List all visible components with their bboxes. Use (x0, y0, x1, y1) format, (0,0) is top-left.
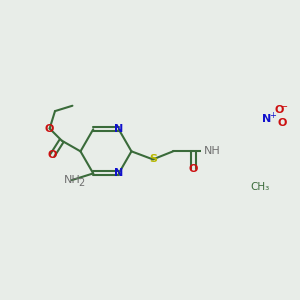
Text: N: N (114, 124, 123, 134)
Text: CH₃: CH₃ (250, 182, 270, 192)
Text: N: N (262, 114, 272, 124)
Text: NH: NH (63, 175, 80, 185)
Text: −: − (280, 102, 288, 112)
Text: N: N (114, 168, 123, 178)
Text: O: O (188, 164, 198, 174)
Text: S: S (149, 154, 157, 164)
Text: +: + (269, 112, 276, 121)
Text: 2: 2 (78, 178, 84, 188)
Text: NH: NH (204, 146, 220, 156)
Text: O: O (48, 150, 57, 161)
Text: O: O (274, 105, 284, 115)
Text: O: O (45, 124, 54, 134)
Text: O: O (277, 118, 286, 128)
